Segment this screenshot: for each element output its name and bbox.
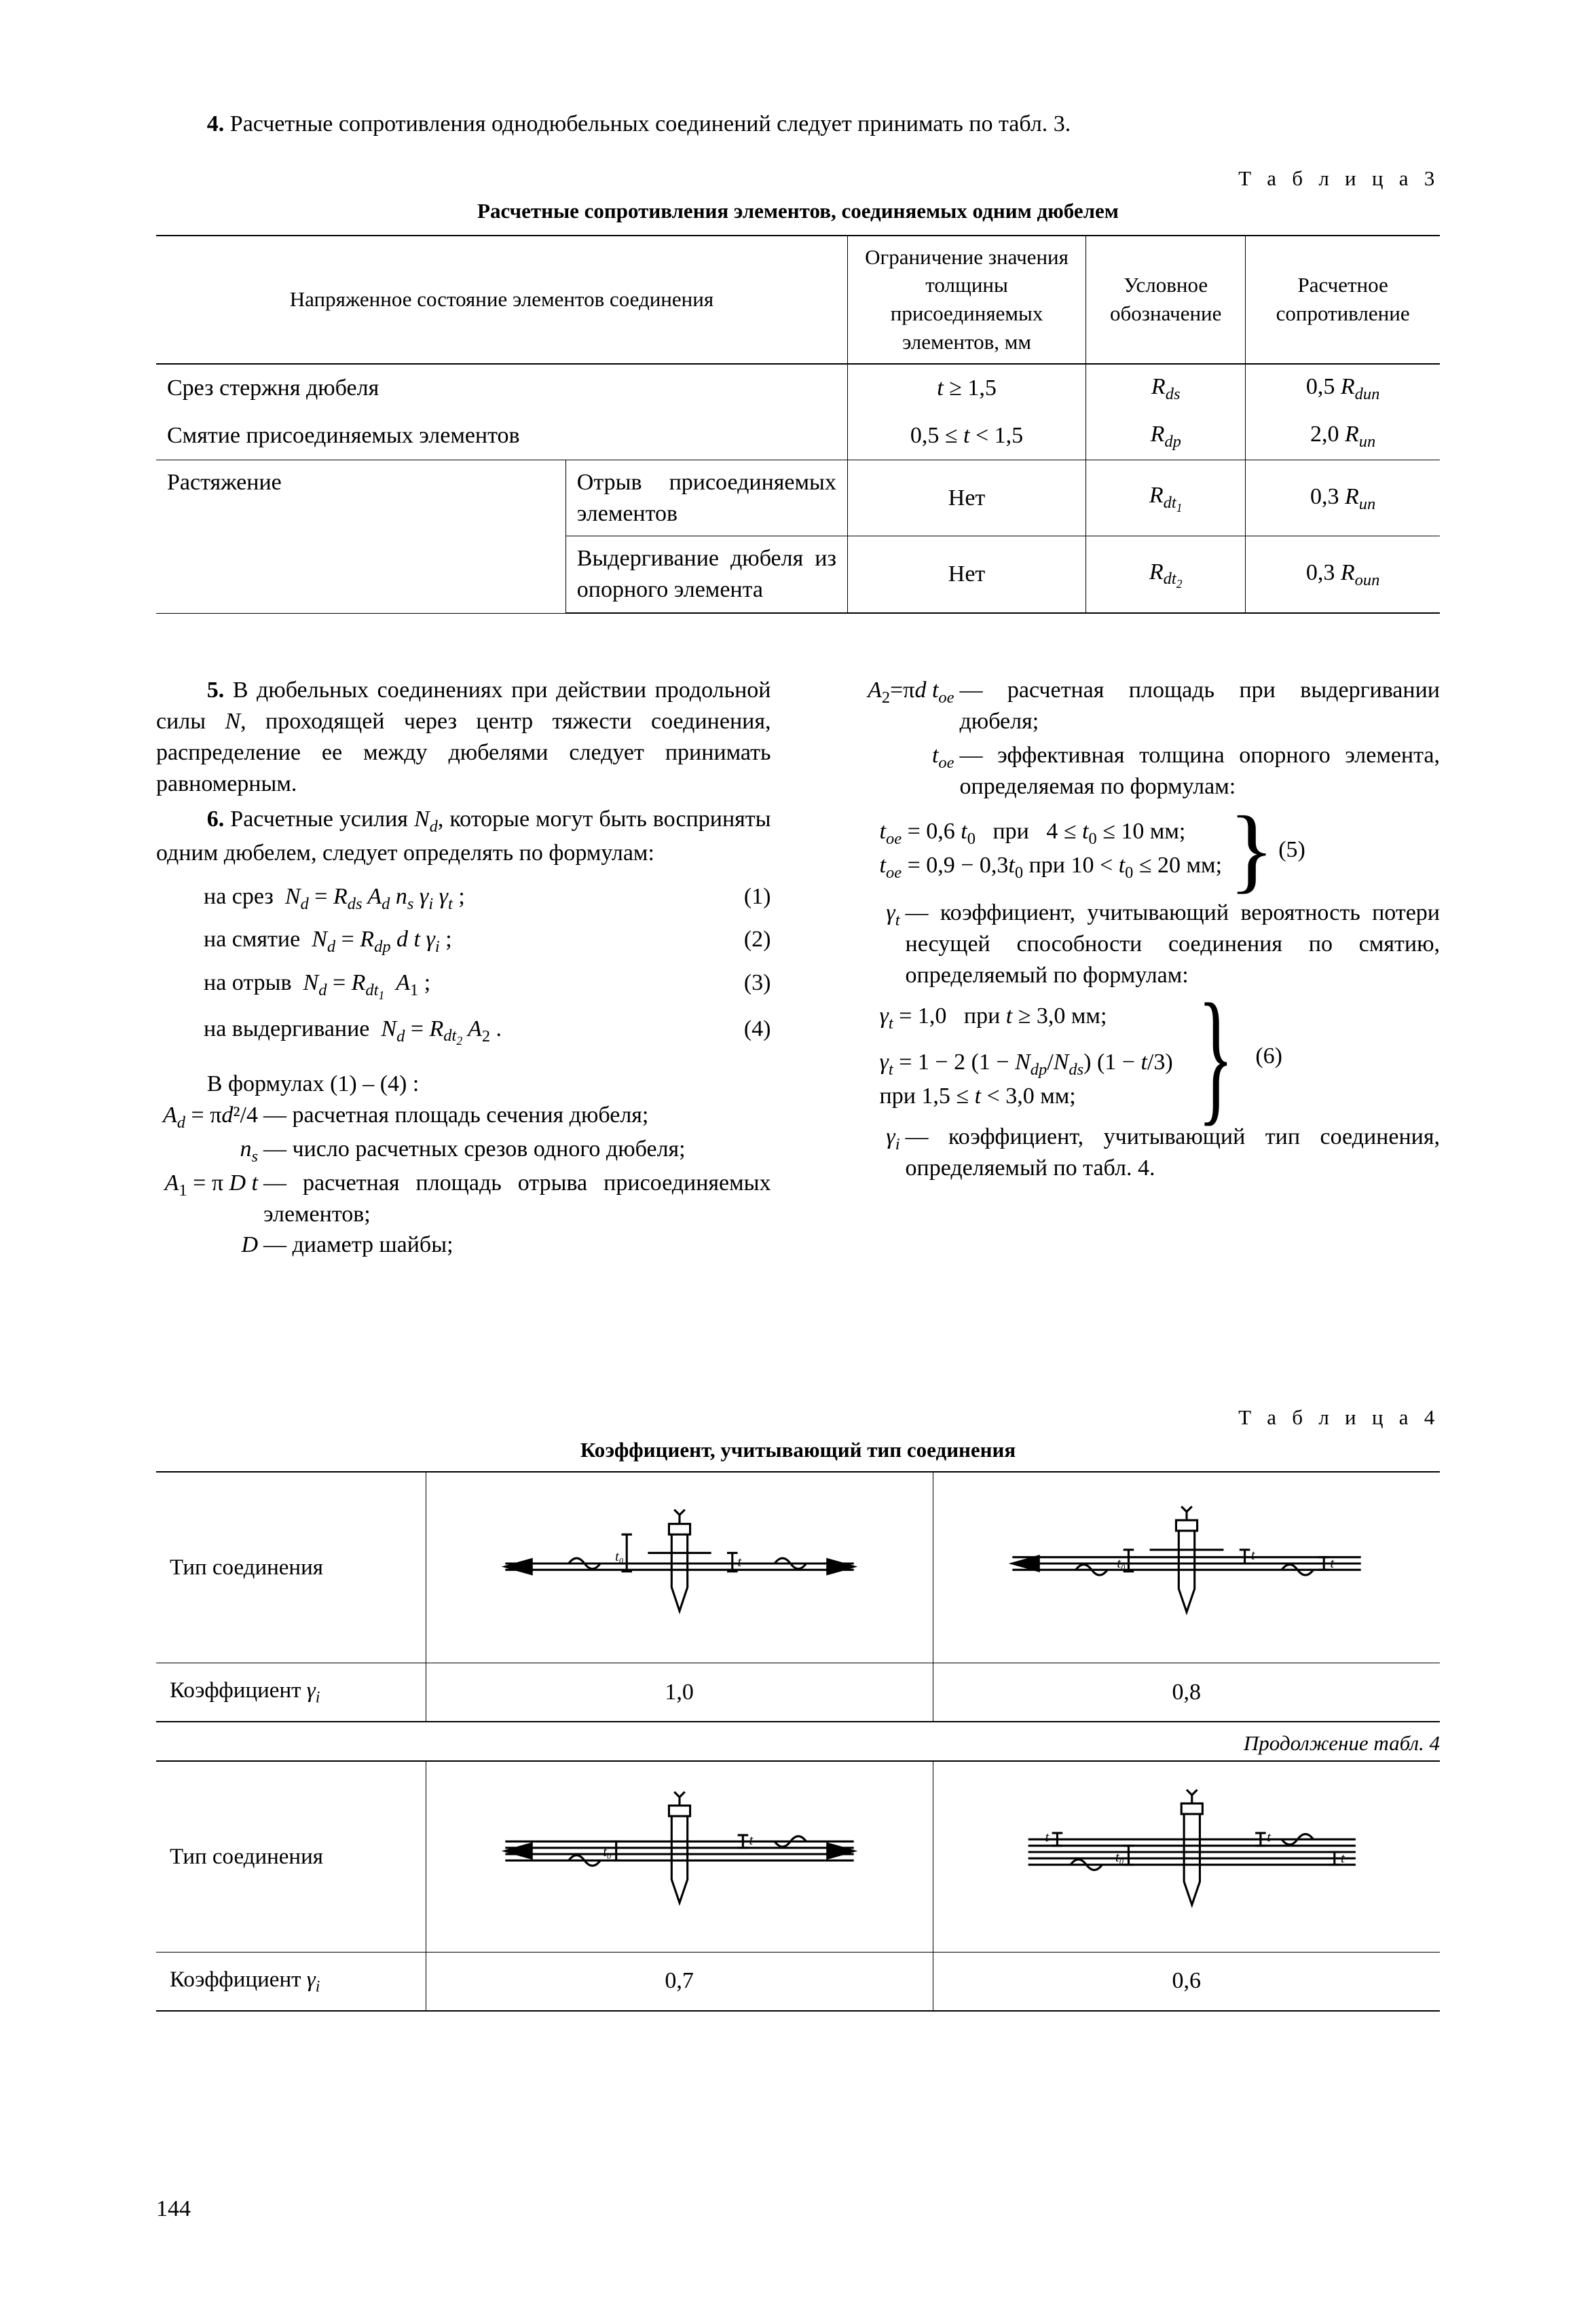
t3-r3c3: Rdt1: [1086, 460, 1246, 536]
t4b-v2: 0,6: [933, 1952, 1440, 2011]
dowel-diagram-3-icon: t₀ t: [489, 1784, 870, 1920]
table4-b: Тип соединения t₀: [156, 1760, 1440, 2012]
t4b-v1: 0,7: [426, 1952, 933, 2011]
eq-6: γt = 1,0 при t ≥ 3,0 мм; γt = 1 − 2 (1 −…: [880, 1000, 1441, 1112]
t3-r3c1b: Отрыв присоединяемых элементов: [565, 460, 847, 536]
t4b-coef-label: Коэффициент γi: [156, 1952, 426, 2011]
eq-3: на отрыв Nd = Rdt1 A1 ; (3): [204, 967, 771, 1003]
svg-text:t₀: t₀: [1115, 1850, 1124, 1865]
t4a-type-label: Тип соединения: [156, 1472, 426, 1663]
t3-h3: Условное обозначение: [1086, 236, 1246, 364]
t4a-dia-1: t₀ t: [426, 1472, 933, 1663]
t3-r1c3: Rds: [1086, 364, 1246, 412]
def-toe-lead: toe — эффективная толщина опорного элеме…: [825, 740, 1441, 802]
page-number: 144: [156, 2194, 191, 2225]
para-6: 6. Расчетные усилия Nd, которые могут бы…: [156, 804, 771, 869]
eq-2: на смятие Nd = Rdp d t γi ; (2): [204, 924, 771, 958]
def-Ad: Ad = πd²/4 — расчетная площадь сечения д…: [156, 1100, 771, 1134]
t3-r1c4: 0,5 Rdun: [1246, 364, 1440, 412]
t3-r2c1: Смятие присоединяемых элементов: [156, 412, 847, 460]
para-5: 5. В дюбельных соединениях при действии …: [156, 675, 771, 800]
eq-5: toe = 0,6 t0 при 4 ≤ t0 ≤ 10 мм; toe = 0…: [880, 812, 1441, 888]
def-A1: A1 = π D t — расчетная площадь отрыва пр…: [156, 1168, 771, 1230]
svg-text:t₀: t₀: [615, 1549, 624, 1564]
svg-text:t: t: [1045, 1830, 1050, 1845]
t3-r1c1: Срез стержня дюбеля: [156, 364, 847, 412]
t3-h4: Расчетное сопротивление: [1246, 236, 1440, 364]
table4-caption: Коэффициент, учитывающий тип соединения: [156, 1436, 1440, 1464]
table3-caption: Расчетные сопротивления элементов, соеди…: [156, 197, 1440, 225]
t3-r2c4: 2,0 Run: [1246, 412, 1440, 460]
t4a-dia-2: t₀ t t: [933, 1472, 1440, 1663]
t3-r3c1: Растяжение: [156, 460, 565, 613]
dowel-diagram-2-icon: t₀ t t: [997, 1496, 1377, 1631]
def-gt-lead: γt — коэффициент, учитывающий вероятност…: [825, 898, 1441, 991]
t3-r4c4: 0,3 Roun: [1246, 536, 1440, 613]
t3-r4c1b: Выдергивание дюбеля из опорного элемента: [565, 536, 847, 613]
para-4: 4. Расчетные сопротивления однодюбельных…: [156, 109, 1440, 140]
t3-r4c3: Rdt2: [1086, 536, 1246, 613]
defs-lead: В формулах (1) – (4) :: [156, 1069, 771, 1100]
t3-r4c2: Нет: [847, 536, 1085, 613]
def-D: D — диаметр шайбы;: [156, 1229, 771, 1261]
t3-r3c4: 0,3 Run: [1246, 460, 1440, 536]
def-ns: ns — число расчетных срезов одного дюбел…: [156, 1134, 771, 1168]
t3-r2c2: 0,5 ≤ t < 1,5: [847, 412, 1085, 460]
svg-text:t: t: [1267, 1830, 1272, 1845]
t4b-type-label: Тип соединения: [156, 1761, 426, 1953]
table3: Напряженное состояние элементов соединен…: [156, 235, 1440, 614]
eq-1: на срез Nd = Rds Ad ns γi γt ; (1): [204, 881, 771, 915]
two-column-block: 5. В дюбельных соединениях при действии …: [156, 675, 1440, 1261]
t3-r1c2: t ≥ 1,5: [847, 364, 1085, 412]
dowel-diagram-1-icon: t₀ t: [489, 1496, 870, 1631]
svg-text:t₀: t₀: [1117, 1556, 1126, 1571]
def-gi: γi — коэффициент, учитывающий тип соедин…: [825, 1122, 1441, 1184]
table4-cont: Продолжение табл. 4: [156, 1729, 1440, 1758]
dowel-diagram-4-icon: t t₀ t t: [997, 1784, 1377, 1920]
t3-r3c2: Нет: [847, 460, 1085, 536]
right-column: A2=πd toe — расчетная площадь при выдерг…: [825, 675, 1441, 1261]
t3-r2c3: Rdp: [1086, 412, 1246, 460]
t4b-dia-1: t₀ t: [426, 1761, 933, 1953]
svg-text:t: t: [737, 1554, 742, 1569]
t3-h1: Напряженное состояние элементов соединен…: [156, 236, 847, 364]
table4-a: Тип соединения t₀ t: [156, 1471, 1440, 1722]
t3-h2: Ограничение значения толщины присоединяе…: [847, 236, 1085, 364]
table3-label: Т а б л и ц а 3: [156, 164, 1440, 193]
svg-text:t: t: [1251, 1547, 1256, 1562]
t4a-v2: 0,8: [933, 1663, 1440, 1722]
t4b-dia-2: t t₀ t t: [933, 1761, 1440, 1953]
t4a-v1: 1,0: [426, 1663, 933, 1722]
table4-label: Т а б л и ц а 4: [156, 1403, 1440, 1432]
svg-text:t₀: t₀: [603, 1845, 612, 1860]
left-column: 5. В дюбельных соединениях при действии …: [156, 675, 771, 1261]
t4a-coef-label: Коэффициент γi: [156, 1663, 426, 1722]
eq-4: на выдергивание Nd = Rdt2 A2 . (4): [204, 1014, 771, 1050]
def-A2: A2=πd toe — расчетная площадь при выдерг…: [825, 675, 1441, 737]
